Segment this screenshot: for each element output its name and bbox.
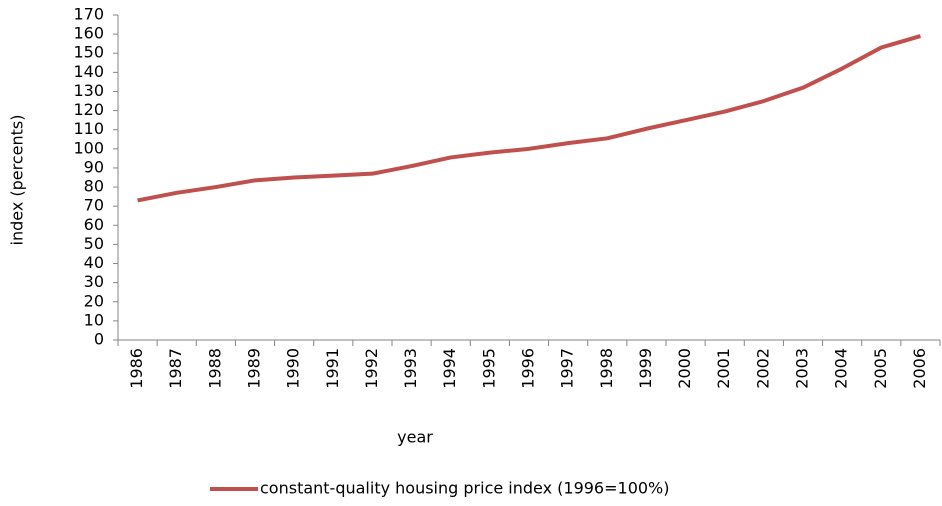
y-tick-label: 100 xyxy=(73,138,104,157)
y-tick-label: 10 xyxy=(84,310,104,329)
y-tick-label: 90 xyxy=(84,157,104,176)
y-tick-label: 130 xyxy=(73,81,104,100)
x-tick-label: 2004 xyxy=(832,348,851,389)
x-tick-label: 1997 xyxy=(558,348,577,389)
x-tick-label: 1998 xyxy=(597,348,616,389)
x-tick-label: 2006 xyxy=(910,348,929,389)
x-tick-label: 1987 xyxy=(166,348,185,389)
x-tick-label: 1990 xyxy=(284,348,303,389)
x-tick-label: 1988 xyxy=(205,348,224,389)
x-tick-label: 2005 xyxy=(871,348,890,389)
x-tick-label: 1992 xyxy=(362,348,381,389)
x-tick-label: 1999 xyxy=(636,348,655,389)
x-tick-label: 2003 xyxy=(793,348,812,389)
y-tick-label: 170 xyxy=(73,5,104,24)
y-tick-label: 80 xyxy=(84,177,104,196)
x-axis-label: year xyxy=(397,428,433,447)
x-tick-label: 1989 xyxy=(245,348,264,389)
y-tick-label: 70 xyxy=(84,196,104,215)
y-tick-label: 150 xyxy=(73,43,104,62)
y-tick-label: 30 xyxy=(84,272,104,291)
y-tick-label: 50 xyxy=(84,234,104,253)
x-tick-label: 2002 xyxy=(753,348,772,389)
x-tick-label: 2000 xyxy=(675,348,694,389)
legend-label: constant-quality housing price index (19… xyxy=(260,479,670,498)
y-tick-label: 20 xyxy=(84,291,104,310)
y-tick-label: 60 xyxy=(84,215,104,234)
y-tick-label: 160 xyxy=(73,24,104,43)
x-tick-label: 1996 xyxy=(519,348,538,389)
x-tick-label: 1986 xyxy=(127,348,146,389)
line-series xyxy=(137,34,921,203)
y-tick-label: 120 xyxy=(73,100,104,119)
y-tick-label: 110 xyxy=(73,119,104,138)
y-tick-label: 40 xyxy=(84,253,104,272)
x-tick-label: 1994 xyxy=(440,348,459,389)
x-tick-label: 2001 xyxy=(714,348,733,389)
y-tick-label: 140 xyxy=(73,62,104,81)
x-tick-label: 1995 xyxy=(479,348,498,389)
y-tick-label: 0 xyxy=(94,330,104,349)
x-tick-label: 1993 xyxy=(401,348,420,389)
x-tick-label: 1991 xyxy=(323,348,342,389)
y-axis-label: index (percents) xyxy=(8,115,27,246)
